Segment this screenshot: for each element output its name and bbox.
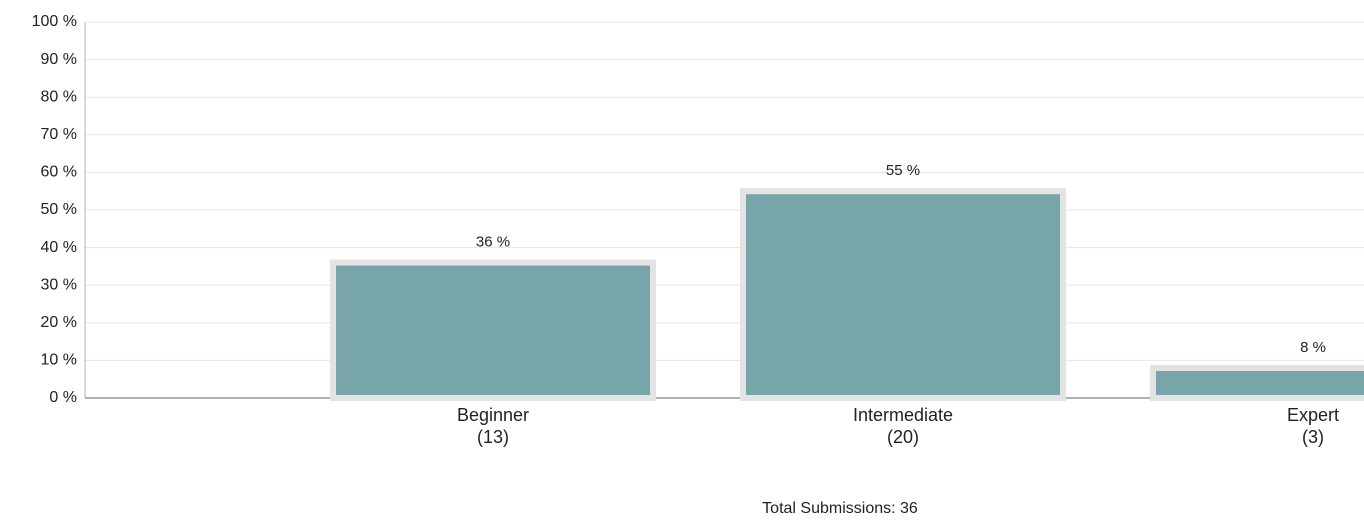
value-label: 36 % xyxy=(476,234,510,251)
y-tick-label: 10 % xyxy=(41,352,77,369)
bar xyxy=(330,259,656,402)
x-tick-label: Beginner xyxy=(457,405,529,425)
bar xyxy=(740,188,1066,401)
x-tick-count: (20) xyxy=(887,427,919,447)
bar xyxy=(1150,364,1364,402)
value-label: 8 % xyxy=(1300,339,1326,356)
x-tick-label: Expert xyxy=(1287,405,1339,425)
footer: Total Submissions: 36 xyxy=(762,500,918,517)
y-tick-label: 20 % xyxy=(41,314,77,331)
y-tick-label: 90 % xyxy=(41,51,77,68)
y-tick-label: 0 % xyxy=(49,389,77,406)
y-tick-label: 60 % xyxy=(41,164,77,181)
x-tick-count: (13) xyxy=(477,427,509,447)
x-tick-count: (3) xyxy=(1302,427,1324,447)
y-tick-label: 40 % xyxy=(41,239,77,256)
y-tick-label: 70 % xyxy=(41,126,77,143)
x-tick-label: Intermediate xyxy=(853,405,953,425)
y-tick-label: 50 % xyxy=(41,201,77,218)
y-tick-label: 80 % xyxy=(41,88,77,105)
y-tick-label: 100 % xyxy=(32,13,77,30)
y-tick-label: 30 % xyxy=(41,276,77,293)
value-label: 55 % xyxy=(886,162,920,179)
